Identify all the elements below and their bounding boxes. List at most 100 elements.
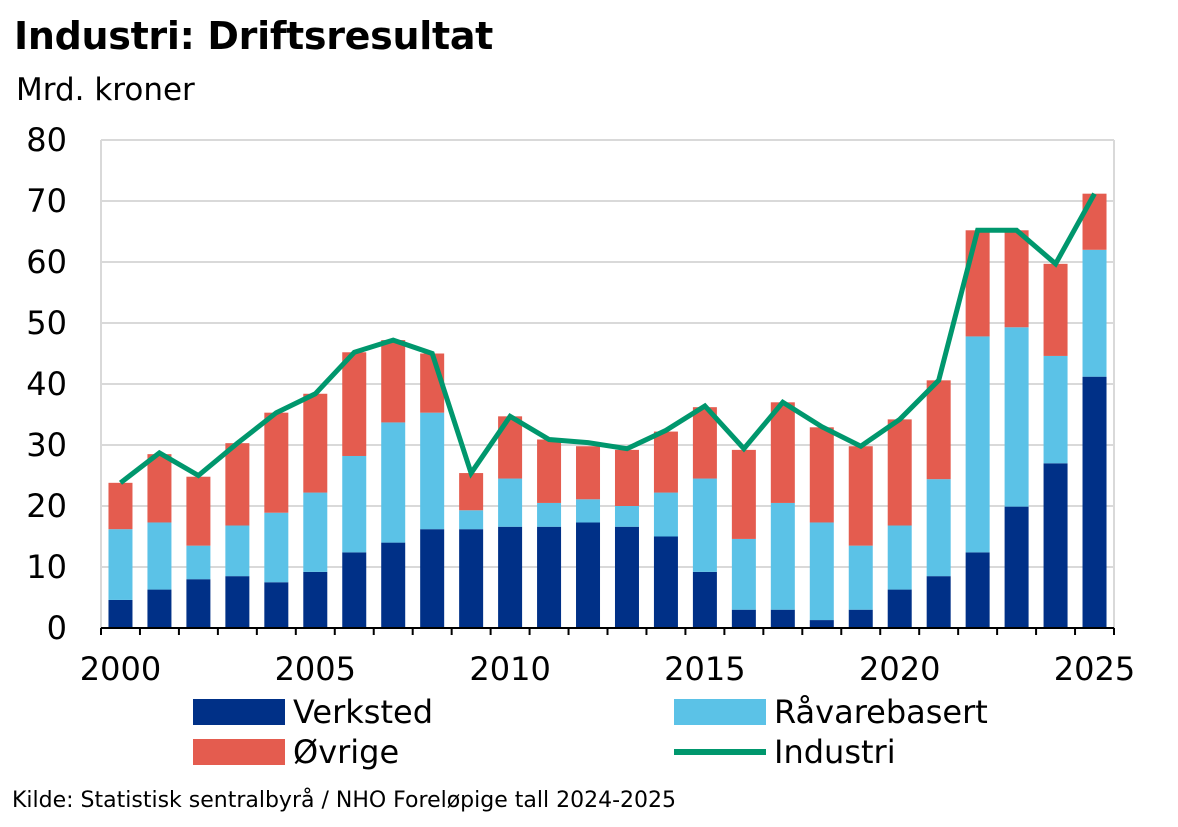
- bar-øvrige-2000: [108, 482, 133, 530]
- bar-øvrige-2012: [576, 446, 601, 500]
- bar-verksted-2018: [809, 620, 834, 628]
- bar-råvarebasert-2025: [1082, 249, 1107, 377]
- legend-swatch-råvarebasert: [674, 699, 766, 725]
- bar-verksted-2001: [147, 589, 172, 628]
- bar-øvrige-2002: [186, 476, 211, 546]
- bar-verksted-2003: [225, 576, 250, 628]
- y-tick-label: 50: [26, 304, 67, 342]
- bar-øvrige-2003: [225, 443, 250, 526]
- line-series: [118, 192, 1097, 485]
- bar-øvrige-2005: [303, 393, 328, 493]
- legend-label: Industri: [774, 733, 896, 771]
- bar-verksted-2019: [848, 609, 873, 628]
- x-tick-label: 2025: [1054, 650, 1135, 688]
- bar-råvarebasert-2001: [147, 522, 172, 590]
- bar-råvarebasert-2021: [926, 479, 951, 577]
- bar-råvarebasert-2008: [420, 412, 445, 530]
- bar-verksted-2016: [731, 609, 756, 628]
- bar-verksted-2017: [770, 609, 795, 628]
- source-note: Kilde: Statistisk sentralbyrå / NHO Fore…: [12, 788, 676, 813]
- bar-øvrige-2020: [887, 419, 912, 526]
- y-tick-label: 10: [26, 548, 67, 586]
- x-tick-label: 2010: [469, 650, 550, 688]
- legend: Verksted Råvarebasert Øvrige Industri: [193, 693, 988, 771]
- bar-øvrige-2009: [459, 473, 484, 511]
- y-tick-label: 30: [26, 426, 67, 464]
- bar-øvrige-2014: [653, 431, 678, 493]
- bar-verksted-2004: [264, 582, 289, 628]
- bar-råvarebasert-2023: [1004, 327, 1029, 507]
- bar-verksted-2005: [303, 571, 328, 628]
- bar-øvrige-2004: [264, 412, 289, 513]
- x-tick-label: 2020: [859, 650, 940, 688]
- y-tick-label: 40: [26, 365, 67, 403]
- y-axis-unit-label: Mrd. kroner: [16, 72, 195, 108]
- bar-råvarebasert-2020: [887, 525, 912, 590]
- bar-øvrige-2013: [614, 449, 639, 506]
- bar-verksted-2000: [108, 599, 133, 628]
- bar-øvrige-2001: [147, 454, 172, 523]
- y-tick-label: 0: [47, 609, 67, 647]
- bar-råvarebasert-2004: [264, 512, 289, 583]
- line-industri: [118, 192, 1097, 485]
- bar-råvarebasert-2014: [653, 492, 678, 537]
- bar-råvarebasert-2011: [537, 502, 562, 527]
- bar-råvarebasert-2007: [381, 422, 406, 543]
- bar-verksted-2011: [537, 526, 562, 628]
- bar-øvrige-2016: [731, 449, 756, 539]
- gridlines: [101, 139, 1114, 568]
- bar-råvarebasert-2013: [614, 506, 639, 527]
- x-axis: 2000 2005 2010 2015 2020 2025: [80, 650, 1135, 688]
- bar-råvarebasert-2024: [1043, 355, 1068, 464]
- bar-råvarebasert-2019: [848, 545, 873, 610]
- bar-øvrige-2011: [537, 439, 562, 503]
- bar-verksted-2013: [614, 526, 639, 628]
- bar-råvarebasert-2006: [342, 455, 367, 553]
- bar-verksted-2008: [420, 529, 445, 628]
- legend-swatch-verksted: [193, 699, 285, 725]
- legend-label: Råvarebasert: [774, 693, 988, 731]
- bar-råvarebasert-2022: [965, 336, 990, 553]
- x-tick-label: 2015: [664, 650, 745, 688]
- bar-råvarebasert-2003: [225, 525, 250, 577]
- legend-label: Øvrige: [293, 733, 399, 771]
- bar-verksted-2010: [498, 526, 523, 628]
- bar-verksted-2009: [459, 529, 484, 628]
- bar-øvrige-2007: [381, 340, 406, 423]
- bar-råvarebasert-2002: [186, 545, 211, 580]
- chart-title: Industri: Driftsresultat: [14, 14, 494, 58]
- bar-råvarebasert-2010: [498, 478, 523, 527]
- bar-verksted-2015: [692, 571, 717, 628]
- bar-råvarebasert-2016: [731, 538, 756, 610]
- legend-swatch-øvrige: [193, 739, 285, 765]
- bar-verksted-2020: [887, 589, 912, 628]
- bar-øvrige-2006: [342, 352, 367, 456]
- bar-verksted-2021: [926, 576, 951, 628]
- bar-verksted-2025: [1082, 376, 1107, 628]
- bar-verksted-2002: [186, 579, 211, 628]
- bar-verksted-2007: [381, 542, 406, 628]
- bar-verksted-2006: [342, 552, 367, 628]
- plot-frame: [100, 139, 1115, 635]
- bar-øvrige-2023: [1004, 230, 1029, 328]
- bar-råvarebasert-2018: [809, 522, 834, 621]
- bar-råvarebasert-2009: [459, 510, 484, 530]
- y-tick-label: 70: [26, 182, 67, 220]
- bar-øvrige-2024: [1043, 263, 1068, 356]
- bar-verksted-2023: [1004, 506, 1029, 628]
- bar-råvarebasert-2000: [108, 529, 133, 600]
- bar-verksted-2012: [576, 522, 601, 628]
- bar-verksted-2024: [1043, 463, 1068, 628]
- y-tick-label: 60: [26, 243, 67, 281]
- bar-øvrige-2017: [770, 402, 795, 503]
- bar-øvrige-2022: [965, 230, 990, 337]
- bar-verksted-2022: [965, 552, 990, 628]
- y-tick-label: 20: [26, 487, 67, 525]
- y-tick-label: 80: [26, 121, 67, 159]
- bar-øvrige-2025: [1082, 193, 1107, 250]
- bar-øvrige-2021: [926, 380, 951, 480]
- x-tick-label: 2000: [80, 650, 161, 688]
- y-axis: 0 10 20 30 40 50 60 70 80: [26, 121, 67, 647]
- bar-råvarebasert-2012: [576, 499, 601, 523]
